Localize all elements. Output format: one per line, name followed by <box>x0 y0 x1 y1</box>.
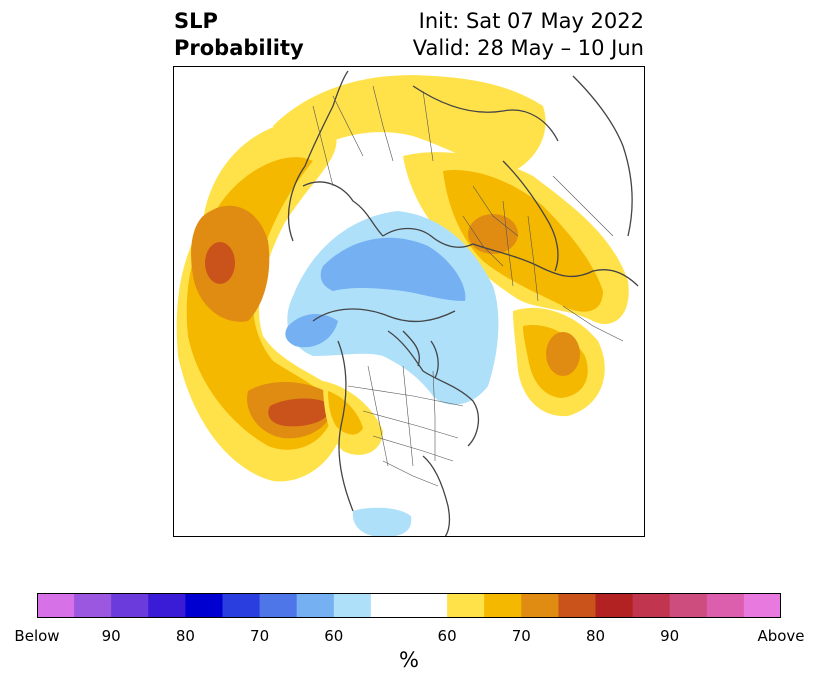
colorbar-segment <box>632 593 671 618</box>
colorbar-segment <box>148 593 186 618</box>
colorbar-segment <box>37 593 75 618</box>
colorbar-segment <box>222 593 260 618</box>
colorbar-tick-label: Below <box>14 627 60 645</box>
colorbar-segment <box>595 593 633 618</box>
colorbar-tick-label: 70 <box>511 627 531 645</box>
map-title: SLP Probability <box>174 8 304 62</box>
colorbar-segment <box>111 593 149 618</box>
colorbar-tick-label: 80 <box>175 627 195 645</box>
colorbar-unit: % <box>399 648 419 672</box>
colorbar-segment <box>743 593 781 618</box>
colorbar-segment <box>521 593 559 618</box>
pacific-high-region <box>176 120 345 482</box>
arctic-low-region <box>285 211 499 537</box>
eurasia-high-region <box>273 75 629 417</box>
colorbar-segment <box>669 593 708 618</box>
colorbar-tick-label: 60 <box>324 627 344 645</box>
title-kind: Probability <box>174 36 304 60</box>
colorbar-tick-label: 80 <box>585 627 606 645</box>
colorbar-tick-label: 90 <box>101 627 121 645</box>
map-dates: Init: Sat 07 May 2022 Valid: 28 May – 10… <box>413 8 644 62</box>
colorbar-border <box>37 593 781 618</box>
colorbar-segment <box>370 593 448 618</box>
coastlines <box>287 70 639 537</box>
title-variable: SLP <box>174 9 218 33</box>
colorbar-tick-label: Above <box>757 627 805 645</box>
probability-map <box>173 66 645 537</box>
map-border <box>173 66 645 537</box>
colorbar-segment <box>259 593 298 618</box>
colorbar-segment <box>447 593 485 618</box>
valid-range: Valid: 28 May – 10 Jun <box>412 36 644 60</box>
colorbar-segment <box>558 593 596 618</box>
colorbar-tick-label: 60 <box>437 627 457 645</box>
colorbar-tick-label: 90 <box>660 627 680 645</box>
political-boundaries <box>312 85 624 487</box>
colorbar-segment <box>296 593 335 618</box>
colorbar-segment <box>484 593 522 618</box>
colorbar-segment <box>185 593 223 618</box>
colorbar-segment <box>706 593 745 618</box>
colorbar-segment <box>333 593 372 618</box>
colorbar-segment <box>74 593 112 618</box>
colorbar <box>37 593 781 618</box>
colorbar-tick-label: 70 <box>250 627 270 645</box>
init-date: Init: Sat 07 May 2022 <box>418 9 644 33</box>
